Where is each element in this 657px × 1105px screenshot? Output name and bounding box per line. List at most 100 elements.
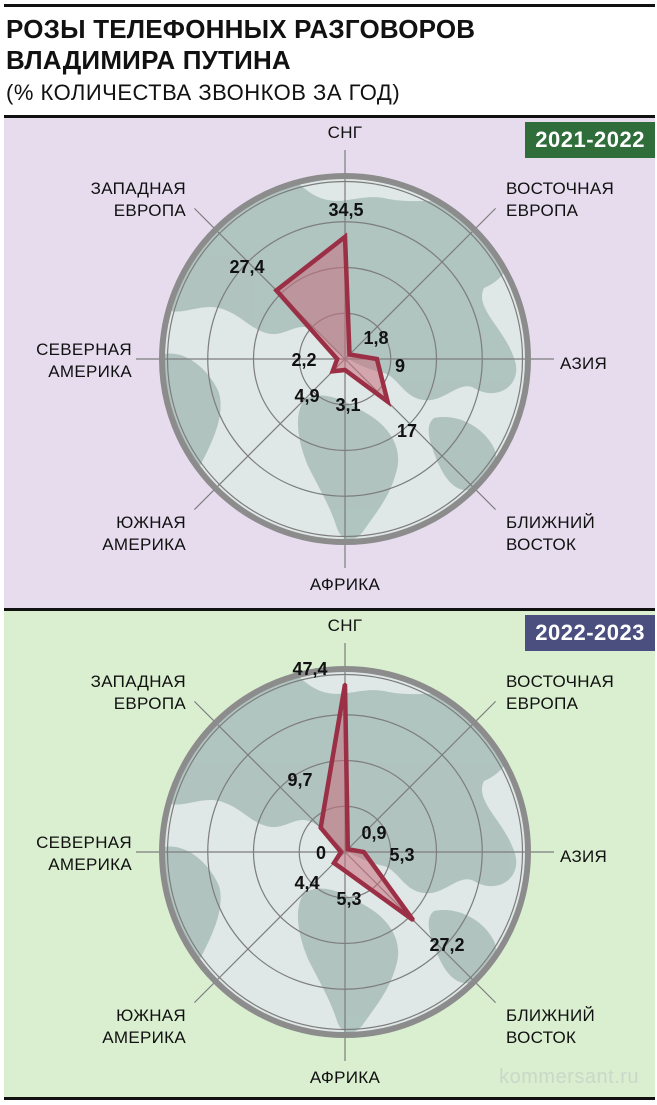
direction-label-line: АФРИКА — [310, 1068, 381, 1087]
spoke-1 — [344, 700, 497, 853]
rose-point-6 — [335, 357, 339, 361]
direction-label-5: ЮЖНАЯ АМЕРИКА — [102, 513, 186, 554]
direction-label-line: ЕВРОПА — [506, 201, 579, 220]
header: РОЗЫ ТЕЛЕФОННЫХ РАЗГОВОРОВ ВЛАДИМИРА ПУТ… — [0, 0, 657, 115]
rose-point-7 — [319, 826, 323, 830]
top-rule — [4, 4, 655, 7]
direction-label-line: АЗИЯ — [560, 354, 607, 373]
direction-label-line: АМЕРИКА — [48, 855, 132, 874]
direction-label-line: ВОСТОК — [506, 1028, 576, 1047]
rose-point-4 — [343, 368, 347, 372]
direction-label-line: ЮЖНАЯ — [116, 513, 186, 532]
globe-rim — [159, 666, 531, 1038]
radar-chart-period-2: СНГ ВОСТОЧНАЯ ЕВРОПА АЗИЯ БЛИЖНИЙ ВОСТОК АФРИК… — [36, 616, 614, 1087]
continent-2 — [297, 395, 399, 540]
direction-label-line: ВОСТОЧНАЯ — [506, 672, 614, 691]
direction-label-2: АЗИЯ — [560, 354, 607, 373]
value-label-2: 9 — [395, 356, 405, 376]
direction-label-line: СНГ — [328, 616, 363, 635]
panel-period-1: СНГ ВОСТОЧНАЯ ЕВРОПА АЗИЯ БЛИЖНИЙ ВОСТОК АФРИК… — [4, 115, 655, 608]
direction-label-6: СЕВЕРНАЯ АМЕРИКА — [36, 340, 132, 381]
direction-label-3: БЛИЖНИЙ ВОСТОК — [506, 513, 595, 554]
direction-label-3: БЛИЖНИЙ ВОСТОК — [506, 1006, 595, 1047]
rose-point-0 — [343, 682, 347, 686]
spoke-5 — [193, 851, 346, 1004]
direction-label-line: БЛИЖНИЙ — [506, 1006, 595, 1025]
direction-label-line: ВОСТОК — [506, 535, 576, 554]
globe-rim — [159, 173, 531, 545]
direction-label-line: ЕВРОПА — [114, 694, 187, 713]
value-label-7: 9,7 — [287, 770, 312, 790]
spoke-1 — [344, 207, 497, 360]
value-label-6: 0 — [316, 843, 326, 863]
direction-label-line: СЕВЕРНАЯ — [36, 340, 132, 359]
value-label-5: 4,4 — [294, 873, 319, 893]
rose-point-1 — [346, 847, 350, 851]
direction-label-line: ЕВРОПА — [506, 694, 579, 713]
value-label-1: 1,8 — [363, 328, 388, 348]
rose-point-6 — [339, 850, 343, 854]
direction-label-0: СНГ — [328, 616, 363, 635]
rose-point-7 — [274, 288, 278, 292]
rose-point-0 — [343, 235, 347, 239]
rose-point-2 — [375, 357, 379, 361]
rose-point-5 — [332, 861, 336, 865]
value-label-4: 3,1 — [335, 395, 360, 415]
direction-label-line: СНГ — [328, 123, 363, 142]
panel-period-2: СНГ ВОСТОЧНАЯ ЕВРОПА АЗИЯ БЛИЖНИЙ ВОСТОК АФРИК… — [4, 608, 655, 1098]
page-title: РОЗЫ ТЕЛЕФОННЫХ РАЗГОВОРОВ ВЛАДИМИРА ПУТ… — [6, 14, 475, 76]
bottom-rule — [4, 1097, 655, 1100]
page-subtitle: (% КОЛИЧЕСТВА ЗВОНКОВ ЗА ГОД) — [6, 80, 401, 105]
direction-label-line: ЗАПАДНАЯ — [91, 672, 186, 691]
direction-label-line: ВОСТОЧНАЯ — [506, 179, 614, 198]
value-label-3: 27,2 — [429, 935, 464, 955]
direction-label-line: ЮЖНАЯ — [116, 1006, 186, 1025]
direction-label-line: ЕВРОПА — [114, 201, 187, 220]
period-badge-1: 2021-2022 — [525, 122, 655, 158]
value-label-5: 4,9 — [294, 386, 319, 406]
direction-label-7: ЗАПАДНАЯ ЕВРОПА — [91, 672, 187, 713]
value-label-1: 0,9 — [361, 823, 386, 843]
rose-point-4 — [343, 869, 347, 873]
title-line-2: ВЛАДИМИРА ПУТИНА — [6, 45, 291, 75]
period-badge-2: 2022-2023 — [525, 615, 655, 651]
direction-label-2: АЗИЯ — [560, 847, 607, 866]
direction-label-line: АМЕРИКА — [48, 362, 132, 381]
direction-label-1: ВОСТОЧНАЯ ЕВРОПА — [506, 672, 614, 713]
rose-point-3 — [411, 918, 415, 922]
direction-label-5: ЮЖНАЯ АМЕРИКА — [102, 1006, 186, 1047]
direction-label-1: ВОСТОЧНАЯ ЕВРОПА — [506, 179, 614, 220]
value-label-0: 47,4 — [292, 659, 327, 679]
value-label-4: 5,3 — [336, 889, 361, 909]
direction-label-6: СЕВЕРНАЯ АМЕРИКА — [36, 833, 132, 874]
radar-chart-period-1: СНГ ВОСТОЧНАЯ ЕВРОПА АЗИЯ БЛИЖНИЙ ВОСТОК АФРИК… — [36, 123, 614, 594]
rose-point-2 — [362, 850, 366, 854]
direction-label-4: АФРИКА — [310, 575, 381, 594]
direction-label-line: СЕВЕРНАЯ — [36, 833, 132, 852]
direction-label-line: АФРИКА — [310, 575, 381, 594]
direction-label-line: АЗИЯ — [560, 847, 607, 866]
direction-label-line: БЛИЖНИЙ — [506, 513, 595, 532]
continent-2 — [297, 888, 399, 1033]
continent-4 — [116, 730, 148, 766]
continent-3 — [428, 910, 497, 984]
direction-label-line: АМЕРИКА — [102, 1028, 186, 1047]
value-label-0: 34,5 — [328, 200, 363, 220]
direction-label-4: АФРИКА — [310, 1068, 381, 1087]
direction-label-0: СНГ — [328, 123, 363, 142]
direction-label-line: ЗАПАДНАЯ — [91, 179, 186, 198]
value-label-7: 27,4 — [229, 257, 264, 277]
continent-4 — [116, 237, 148, 273]
rose-point-1 — [348, 352, 352, 356]
direction-label-7: ЗАПАДНАЯ ЕВРОПА — [91, 179, 187, 220]
value-label-3: 17 — [397, 421, 417, 441]
title-line-1: РОЗЫ ТЕЛЕФОННЫХ РАЗГОВОРОВ — [6, 14, 476, 44]
spoke-5 — [193, 358, 346, 511]
rose-point-5 — [331, 369, 335, 373]
value-label-6: 2,2 — [291, 350, 316, 370]
continent-3 — [428, 417, 497, 491]
direction-label-line: АМЕРИКА — [102, 535, 186, 554]
value-label-2: 5,3 — [389, 845, 414, 865]
watermark: kommersant.ru — [499, 1066, 639, 1088]
rose-point-3 — [386, 400, 390, 404]
